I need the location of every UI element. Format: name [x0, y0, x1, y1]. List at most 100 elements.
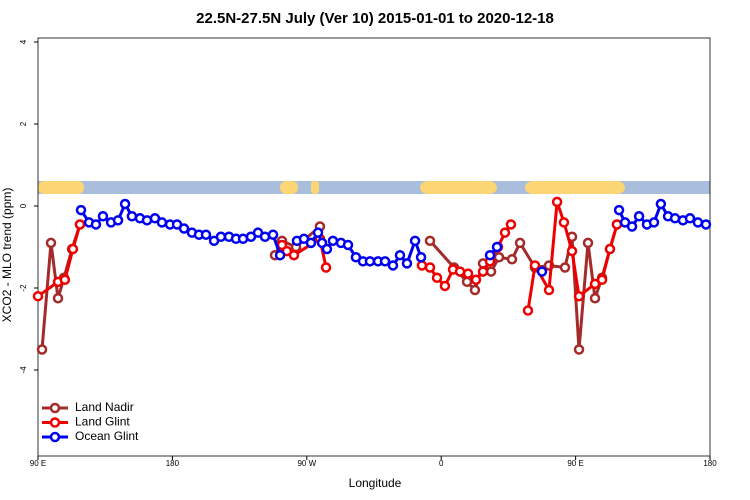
point — [52, 293, 64, 304]
point — [305, 237, 317, 249]
point — [274, 249, 286, 261]
point — [461, 276, 473, 288]
legend-marker — [49, 402, 61, 414]
point — [379, 256, 391, 267]
point — [470, 274, 482, 286]
point — [119, 198, 131, 210]
map-strip — [38, 181, 710, 194]
point — [156, 217, 168, 228]
x-axis-label: Longitude — [349, 476, 402, 490]
legend-marker — [49, 417, 61, 428]
y-axis-label: XCO2 - MLO trend (ppm) — [0, 188, 14, 323]
point — [522, 305, 534, 316]
point — [320, 262, 332, 273]
point — [604, 243, 616, 255]
point — [75, 204, 87, 216]
point — [74, 219, 86, 230]
point — [267, 229, 279, 240]
point — [589, 293, 601, 304]
point — [536, 266, 548, 277]
point — [582, 237, 594, 249]
point — [684, 213, 696, 224]
series-line — [79, 200, 707, 268]
point — [409, 235, 421, 247]
point — [559, 262, 571, 273]
legend-label: Land Glint — [75, 415, 130, 429]
point — [424, 262, 436, 273]
point — [626, 221, 638, 232]
point — [477, 266, 489, 277]
point — [573, 290, 585, 302]
x-tick-label: 90 E — [30, 459, 46, 468]
point — [387, 260, 399, 271]
point — [514, 237, 526, 249]
point — [493, 252, 505, 263]
series-line — [37, 201, 619, 311]
point — [558, 217, 570, 228]
point — [424, 235, 436, 247]
x-tick-label: 180 — [703, 459, 717, 468]
point — [566, 245, 578, 257]
point — [655, 198, 667, 210]
point — [288, 249, 300, 261]
point — [469, 284, 481, 296]
point — [200, 229, 212, 240]
point — [491, 241, 503, 253]
point — [416, 260, 428, 271]
point — [611, 219, 623, 230]
point — [90, 219, 102, 230]
point — [439, 280, 451, 292]
point — [551, 196, 563, 208]
point — [633, 211, 645, 222]
point — [648, 217, 660, 228]
plot-border — [37, 37, 711, 457]
point — [613, 204, 625, 216]
legend-label: Land Nadir — [75, 400, 134, 414]
point — [364, 256, 376, 267]
point — [596, 274, 608, 286]
point — [45, 237, 57, 249]
point — [321, 243, 333, 255]
point — [59, 274, 71, 286]
point — [312, 227, 324, 238]
point — [178, 223, 190, 234]
x-tick-label: 90 W — [297, 459, 316, 468]
point — [692, 217, 704, 228]
point — [485, 266, 497, 277]
point — [415, 252, 427, 263]
point — [327, 235, 339, 247]
y-tick-label: 0 — [19, 203, 28, 208]
point — [505, 219, 517, 230]
point — [700, 219, 712, 230]
y-tick-label: 4 — [19, 39, 28, 44]
point — [342, 239, 354, 251]
x-tick-label: 180 — [166, 459, 180, 468]
point — [573, 344, 585, 355]
point — [126, 211, 138, 222]
point — [32, 290, 44, 302]
point — [215, 231, 227, 242]
point — [401, 258, 413, 269]
y-tick-label: -4 — [19, 366, 28, 374]
x-tick-label: 90 E — [567, 459, 583, 468]
point — [529, 260, 541, 271]
point — [454, 266, 466, 277]
point — [462, 268, 474, 279]
point — [506, 254, 518, 265]
point — [543, 284, 555, 296]
point — [394, 249, 406, 261]
point — [97, 211, 109, 222]
point — [484, 249, 496, 261]
point — [67, 243, 79, 255]
y-tick-label: 2 — [19, 121, 28, 126]
y-tick-label: -2 — [19, 284, 28, 292]
point — [112, 215, 124, 226]
point — [259, 231, 271, 242]
point — [431, 272, 443, 283]
legend-label: Ocean Glint — [75, 429, 139, 443]
x-tick-label: 0 — [439, 459, 444, 468]
point — [499, 227, 511, 238]
point — [36, 344, 48, 355]
chart-title: 22.5N-27.5N July (Ver 10) 2015-01-01 to … — [196, 10, 554, 27]
